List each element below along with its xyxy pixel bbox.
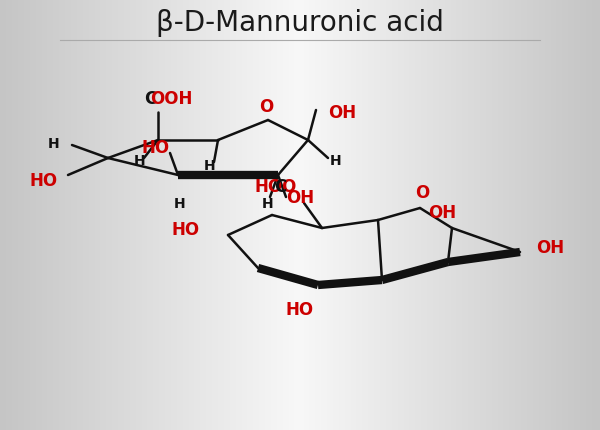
Text: OH: OH — [536, 239, 564, 256]
Text: HO: HO — [30, 172, 58, 190]
Text: HO: HO — [172, 221, 200, 239]
Text: H: H — [48, 137, 60, 150]
Text: OH: OH — [286, 189, 314, 206]
Text: HO: HO — [142, 139, 170, 157]
Text: β-D-Mannuronic acid: β-D-Mannuronic acid — [156, 9, 444, 37]
Text: H: H — [330, 154, 342, 168]
Text: H: H — [204, 159, 216, 172]
Text: HOO: HOO — [254, 178, 296, 196]
Text: C: C — [144, 90, 156, 108]
Text: HO: HO — [286, 300, 314, 318]
Text: OH: OH — [428, 203, 456, 221]
Text: H: H — [134, 154, 146, 168]
Text: O: O — [415, 184, 429, 202]
Text: OOH: OOH — [151, 90, 193, 108]
Text: O: O — [259, 98, 273, 116]
Text: C: C — [274, 178, 286, 196]
Text: H: H — [262, 197, 274, 211]
Text: OH: OH — [328, 104, 356, 122]
Text: H: H — [174, 197, 186, 211]
